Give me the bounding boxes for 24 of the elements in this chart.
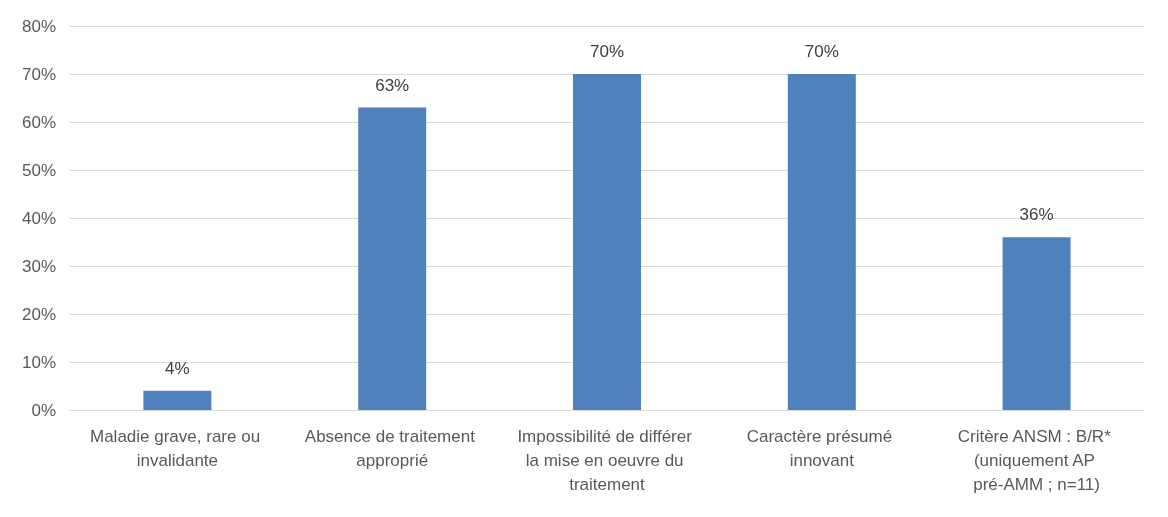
- data-label: 70%: [589, 42, 625, 61]
- data-label: 63%: [375, 75, 410, 95]
- bar: [358, 107, 427, 410]
- data-label: 4%: [165, 358, 190, 378]
- x-tick-label: Maladie grave, rare ou invalidante: [89, 426, 265, 470]
- data-label: 36%: [1019, 205, 1054, 225]
- y-tick-label: 40%: [21, 208, 56, 228]
- x-tick-label: Impossibilité de différer la mise en oeuvre du traitement: [517, 426, 697, 494]
- y-tick-label: 30%: [21, 256, 56, 276]
- y-tick-label: 60%: [21, 112, 56, 132]
- data-label: 70%: [804, 42, 839, 61]
- bar: [1002, 237, 1071, 410]
- bar: [573, 74, 641, 410]
- bar: [787, 74, 856, 410]
- y-tick-label: 80%: [21, 16, 56, 36]
- y-tick-label: 20%: [21, 304, 56, 324]
- x-tick-label: Caractère présumé innovant: [746, 426, 897, 470]
- y-tick-label: 0%: [31, 400, 56, 420]
- y-tick-label: 70%: [21, 64, 56, 84]
- x-tick-label: Absence de traitement approprié: [304, 426, 480, 470]
- y-tick-label: 10%: [21, 352, 56, 372]
- y-tick-label: 50%: [21, 160, 56, 180]
- x-tick-label: Critère ANSM : B/R* (uniquement AP pré-AMM ; n=11): [957, 426, 1116, 494]
- bar: [143, 390, 212, 410]
